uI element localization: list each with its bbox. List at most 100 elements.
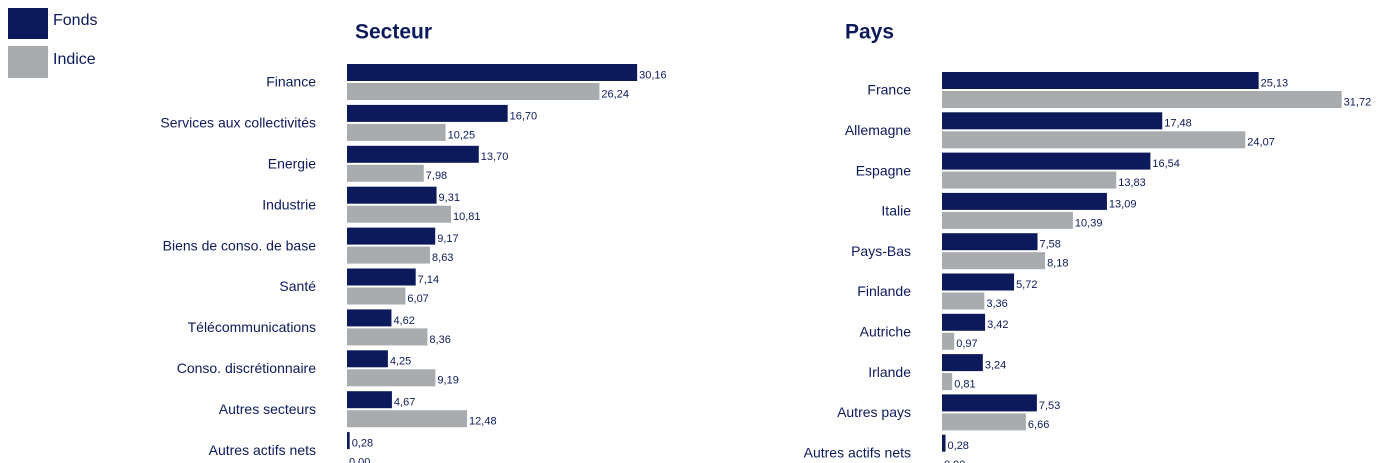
bar (942, 252, 1046, 270)
bar (942, 91, 1342, 108)
bar (347, 432, 350, 450)
bar (347, 186, 437, 204)
bar (942, 152, 1151, 170)
value-label: 4,67 (394, 397, 415, 409)
value-label: 3,24 (985, 360, 1006, 372)
value-label: 26,24 (601, 88, 629, 100)
bar (347, 104, 508, 122)
category-label: Finlande (857, 283, 911, 299)
value-label: 16,70 (510, 110, 538, 122)
value-label: 6,66 (1028, 419, 1049, 431)
bar (347, 391, 392, 409)
value-label: 5,72 (1016, 279, 1037, 291)
value-label: 8,18 (1047, 258, 1068, 270)
bar (347, 350, 388, 368)
category-label: Autres actifs nets (209, 442, 316, 458)
value-label: 0,28 (352, 438, 373, 450)
chart-title: Pays (845, 21, 894, 44)
value-label: 6,07 (407, 293, 428, 305)
category-label: Santé (279, 278, 316, 294)
bar (942, 434, 946, 452)
value-label: 13,83 (1118, 177, 1146, 189)
value-label: 10,25 (448, 129, 476, 141)
value-label: 0,00 (944, 459, 965, 463)
value-label: 8,63 (432, 252, 453, 264)
category-label: Italie (881, 203, 911, 219)
value-label: 0,00 (349, 457, 370, 463)
value-label: 4,25 (390, 356, 411, 368)
value-label: 9,19 (437, 375, 458, 387)
bar (347, 369, 436, 387)
bar (347, 227, 436, 245)
category-label: Autriche (860, 324, 912, 340)
bar (347, 410, 468, 428)
value-label: 13,70 (481, 151, 509, 163)
value-label: 7,53 (1039, 400, 1060, 412)
value-label: 9,17 (437, 233, 458, 245)
bar (942, 273, 1015, 291)
bar (942, 313, 986, 331)
legend-label: Indice (53, 51, 96, 68)
legend: Fonds Indice (8, 8, 97, 78)
value-label: 0,97 (956, 338, 977, 350)
value-label: 17,48 (1164, 118, 1192, 130)
category-label: Télécommunications (188, 319, 316, 335)
value-label: 7,58 (1040, 239, 1061, 251)
category-label: Autres secteurs (219, 401, 316, 417)
value-label: 25,13 (1261, 77, 1289, 89)
category-label: Conso. discrétionnaire (177, 360, 317, 376)
value-label: 30,16 (639, 69, 667, 81)
category-label: Pays-Bas (851, 243, 911, 259)
bar (942, 354, 983, 372)
bar (347, 287, 406, 305)
value-label: 3,42 (987, 319, 1008, 331)
category-label: Biens de conso. de base (163, 237, 317, 253)
category-label: Irlande (868, 364, 911, 380)
bar (347, 123, 446, 141)
category-label: Energie (268, 156, 316, 172)
value-label: 16,54 (1152, 158, 1180, 170)
bar (942, 72, 1259, 89)
bar (347, 246, 431, 264)
bar (942, 233, 1038, 251)
value-label: 31,72 (1344, 96, 1372, 108)
legend-swatch (8, 8, 48, 39)
chart-title: Secteur (355, 21, 432, 44)
bar (347, 328, 428, 346)
legend-swatch (8, 46, 48, 78)
value-label: 7,14 (418, 274, 439, 286)
bar (942, 131, 1246, 149)
bar (942, 112, 1163, 130)
bar (347, 83, 600, 100)
bar (347, 309, 392, 327)
bar (942, 292, 985, 310)
value-label: 4,62 (393, 315, 414, 327)
category-label: Allemagne (845, 122, 911, 138)
value-label: 8,36 (429, 334, 450, 346)
value-label: 0,81 (954, 379, 975, 391)
legend-label: Fonds (53, 12, 97, 29)
bar (942, 171, 1117, 189)
category-label: Services aux collectivités (160, 115, 316, 131)
bar (347, 268, 416, 286)
bar (347, 205, 451, 223)
category-label: Industrie (262, 196, 316, 212)
bar (942, 192, 1107, 210)
bar (942, 394, 1037, 412)
value-label: 0,28 (948, 440, 969, 452)
category-label: Espagne (856, 162, 911, 178)
bar (942, 211, 1073, 229)
bar (347, 64, 638, 81)
bar (942, 413, 1026, 431)
category-label: Autres actifs nets (804, 444, 911, 460)
bar (347, 145, 479, 163)
value-label: 9,31 (439, 192, 460, 204)
value-label: 24,07 (1247, 137, 1275, 149)
value-label: 12,48 (469, 416, 497, 428)
value-label: 7,98 (426, 170, 447, 182)
value-label: 10,81 (453, 211, 481, 223)
value-label: 13,09 (1109, 198, 1137, 210)
bar (347, 164, 424, 182)
category-label: Finance (266, 74, 316, 90)
